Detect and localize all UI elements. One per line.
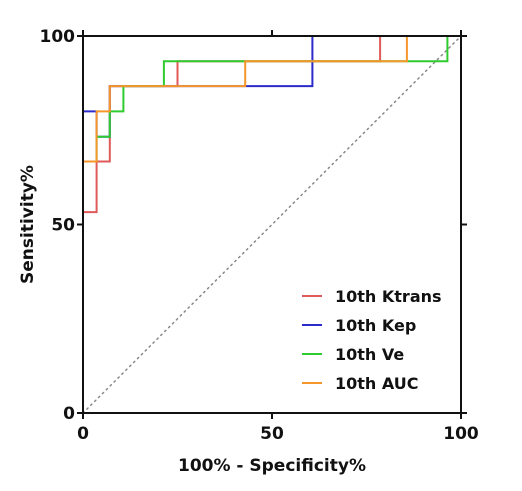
series-line-10th-ve	[82, 35, 461, 413]
reference-diagonal	[82, 35, 462, 414]
x-axis-title: 100% - Specificity%	[178, 456, 366, 476]
y-axis-title: Sensitivity%	[18, 165, 38, 284]
x-tick-label: 50	[260, 424, 284, 444]
series-layer	[82, 35, 461, 413]
series-line-10th-kep	[82, 35, 461, 413]
legend-label: 10th AUC	[335, 374, 419, 393]
legend-label: 10th Kep	[335, 316, 416, 335]
legend-label: 10th Ve	[335, 345, 404, 364]
reference-line-layer	[82, 35, 462, 414]
axis-layer: 0 50 100 0 50 100	[40, 27, 479, 444]
legend-label: 10th Ktrans	[335, 287, 442, 306]
series-line-10th-auc	[82, 35, 461, 413]
legend: 10th Ktrans 10th Kep 10th Ve 10th AUC	[302, 287, 442, 393]
y-tick-label: 0	[63, 404, 75, 424]
x-tick-label: 100	[443, 424, 479, 444]
series-line-10th-ktrans	[82, 35, 461, 413]
x-tick-label: 0	[77, 424, 89, 444]
y-tick-label: 50	[51, 216, 75, 236]
y-tick-label: 100	[40, 27, 76, 47]
